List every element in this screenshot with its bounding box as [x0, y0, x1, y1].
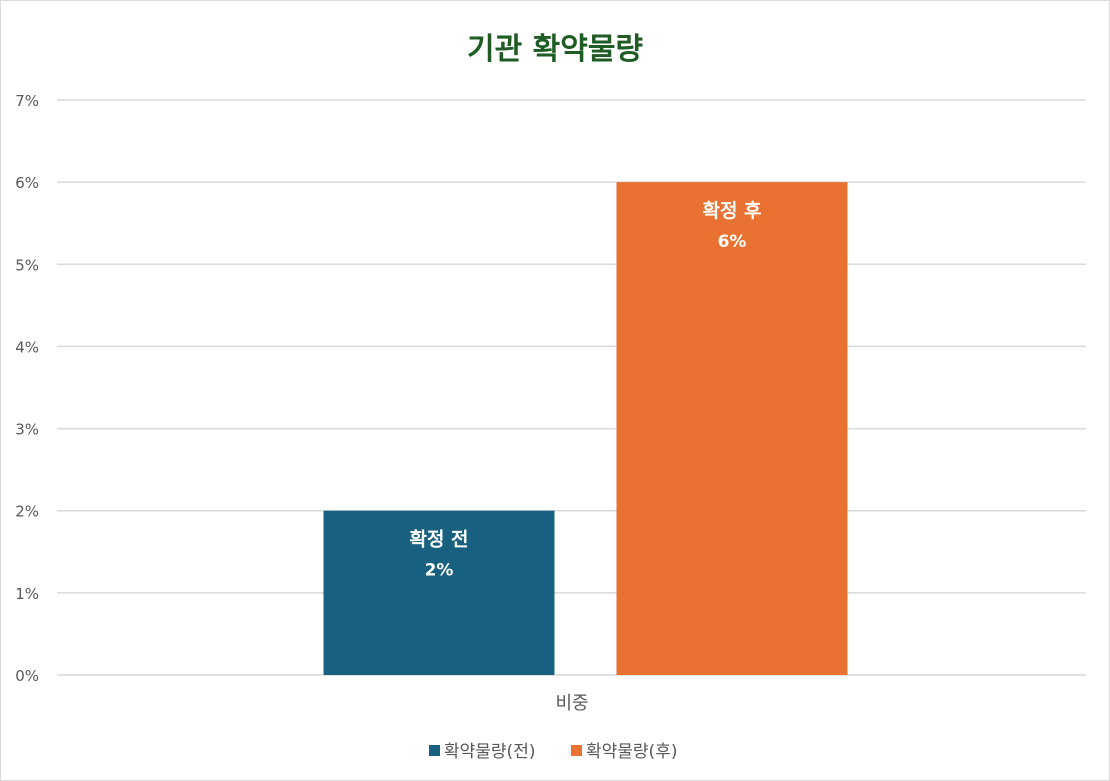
gridlines — [57, 99, 1086, 676]
y-tick-label: 2% — [15, 503, 39, 521]
data-value-label: 6% — [718, 232, 747, 252]
chart-title: 기관 확약물량 — [467, 32, 643, 67]
data-value-label: 2% — [425, 561, 454, 581]
y-tick-label: 7% — [15, 92, 39, 110]
legend-label: 확약물량(후) — [586, 742, 677, 762]
y-tick-label: 4% — [15, 338, 39, 356]
legend-label: 확약물량(전) — [444, 742, 535, 762]
y-tick-label: 5% — [15, 256, 39, 274]
y-tick-label: 0% — [15, 667, 39, 685]
data-label: 확정 후 — [702, 199, 761, 222]
bar — [616, 182, 848, 675]
y-tick-label: 3% — [15, 421, 39, 439]
legend-swatch — [429, 745, 440, 756]
x-axis-ticks: 비중 — [555, 693, 588, 714]
legend: 확약물량(전) 확약물량(후) — [429, 742, 677, 762]
data-label: 확정 전 — [409, 528, 468, 551]
y-tick-label: 1% — [15, 585, 39, 603]
bar — [323, 510, 555, 675]
legend-swatch — [571, 745, 582, 756]
bars: 확정 전 2% 확정 후 6% — [323, 182, 848, 675]
y-axis-ticks: 0% 1% 2% 3% 4% 5% 6% 7% — [15, 92, 39, 685]
y-tick-label: 6% — [15, 174, 39, 192]
x-tick-label: 비중 — [555, 693, 588, 714]
